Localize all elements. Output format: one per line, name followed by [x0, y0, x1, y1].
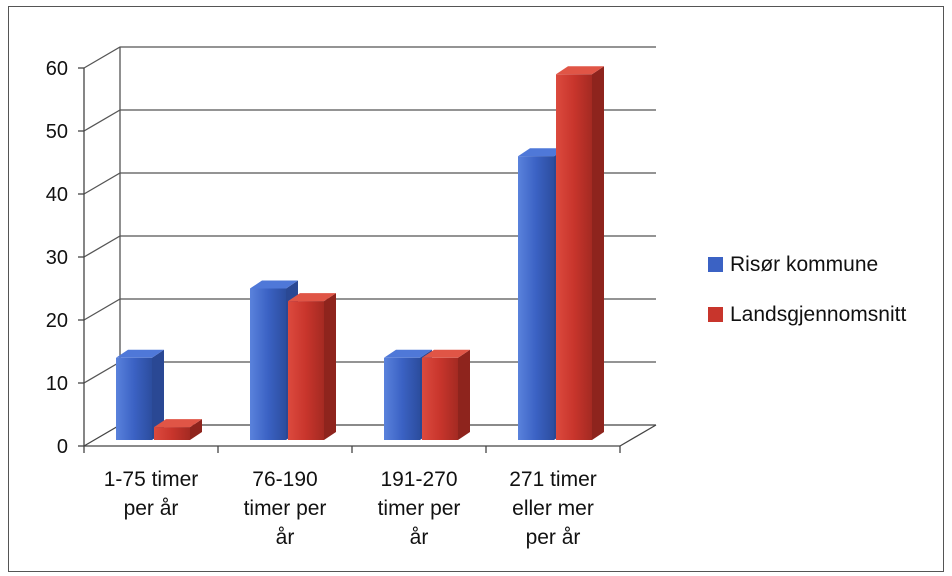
bar-landsgjennomsnitt: [422, 349, 470, 440]
floor-edge: [619, 424, 657, 447]
legend: Risør kommune Landsgjennomsnitt: [708, 253, 906, 326]
bars: [116, 66, 604, 441]
bar-risor-kommune: [116, 349, 164, 440]
y-tick-label: 60: [46, 58, 68, 80]
y-tick-label: 0: [57, 436, 68, 458]
legend-label: Landsgjennomsnitt: [730, 303, 906, 326]
legend-entry: Landsgjennomsnitt: [708, 303, 906, 326]
bar-landsgjennomsnitt: [556, 66, 604, 441]
gridline: [83, 46, 656, 69]
chart-frame: [8, 6, 944, 572]
legend-label: Risør kommune: [730, 253, 878, 276]
y-tick-label: 20: [46, 310, 68, 332]
y-tick-label: 30: [46, 247, 68, 269]
y-tick-labels: 0 10 20 30 40 50 60: [46, 58, 68, 458]
legend-entry: Risør kommune: [708, 253, 878, 276]
y-tick-label: 50: [46, 121, 68, 143]
y-tick-label: 10: [46, 373, 68, 395]
bar-landsgjennomsnitt: [288, 293, 336, 440]
bar-landsgjennomsnitt: [154, 419, 202, 440]
x-tick-label: 191-270 timer per år: [378, 468, 461, 549]
x-tick-label: 1-75 timer per år: [104, 468, 199, 520]
axes: [78, 47, 657, 453]
x-tick-label: 76-190 timer per år: [244, 468, 327, 549]
legend-swatch: [708, 307, 723, 322]
x-tick-labels: 1-75 timer per år 76-190 timer per år 191-270…: [104, 468, 597, 549]
y-tick-label: 40: [46, 184, 68, 206]
x-tick-label: 271 timer eller mer per år: [509, 468, 597, 549]
legend-swatch: [708, 257, 723, 272]
